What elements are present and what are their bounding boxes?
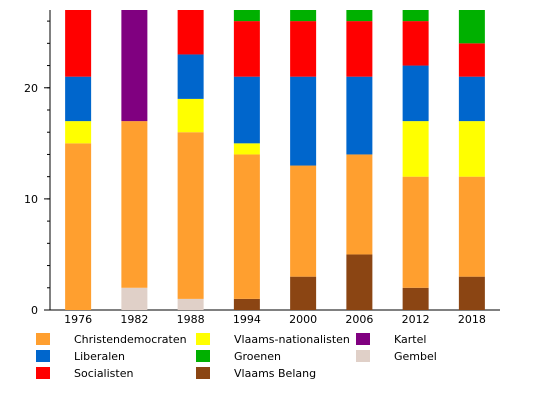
legend-label: Liberalen [74, 349, 125, 363]
bar-segment [121, 121, 148, 288]
chart-legend: Christendemocraten Liberalen Socialisten Vl… [36, 331, 536, 391]
bar-segment [458, 43, 485, 77]
bar-segment [233, 10, 260, 22]
bar-segment [402, 21, 429, 66]
x-tick-label: 2012 [402, 313, 430, 326]
bar-segment [458, 10, 485, 44]
bar-segment [177, 298, 204, 310]
bar-segment [65, 76, 92, 122]
bar-segment [458, 276, 485, 310]
x-tick-label: 1994 [233, 313, 261, 326]
bar-segment [233, 21, 260, 77]
legend-swatch [36, 350, 50, 362]
bar-segment [177, 54, 204, 99]
bar-segment [402, 10, 429, 22]
stacked-bar-chart: 0 10 20 1976 1982 1988 1994 2000 2006 2012 2018 [24, 10, 500, 326]
bar-segment [458, 76, 485, 122]
bar-segment [290, 21, 317, 77]
legend-swatch [196, 350, 210, 362]
legend-item: Gembel [356, 348, 437, 364]
bar-segment [402, 287, 429, 310]
x-tick-label: 2006 [345, 313, 373, 326]
bar-segment [402, 65, 429, 122]
y-tick-label: 20 [24, 82, 38, 95]
bar-segment [65, 143, 92, 310]
x-tick-label: 2018 [458, 313, 486, 326]
bar-segment [233, 143, 260, 155]
x-tick-label: 1988 [177, 313, 205, 326]
bar-segment [290, 10, 317, 22]
bar-segment [233, 298, 260, 310]
legend-item: Socialisten [36, 365, 133, 381]
legend-item: Liberalen [36, 348, 125, 364]
bar-segment [346, 10, 373, 22]
x-tick-label: 1982 [120, 313, 148, 326]
legend-item: Vlaams-nationalisten [196, 331, 350, 347]
legend-label: Gembel [394, 349, 437, 363]
legend-swatch [36, 367, 50, 379]
bar-segment [177, 10, 204, 55]
bar-segment [346, 254, 373, 310]
bar-segment [65, 10, 92, 77]
bar-segment [233, 76, 260, 144]
bar-segment [233, 154, 260, 299]
bar-segment [458, 121, 485, 177]
bar-segment [290, 165, 317, 277]
legend-label: Christendemocraten [74, 332, 187, 346]
bar-segment [290, 76, 317, 166]
bar-segment [402, 176, 429, 288]
legend-item: Kartel [356, 331, 426, 347]
bar-segment [121, 10, 148, 122]
y-tick-label: 0 [31, 304, 38, 317]
legend-label: Socialisten [74, 366, 134, 380]
bar-segment [346, 76, 373, 155]
y-tick-label: 10 [24, 193, 38, 206]
legend-swatch [36, 333, 50, 345]
legend-label: Groenen [234, 349, 282, 363]
legend-swatch [196, 367, 210, 379]
bar-segment [290, 276, 317, 310]
bar-segment [402, 121, 429, 177]
legend-item: Groenen [196, 348, 281, 364]
legend-item: Christendemocraten [36, 331, 187, 347]
bar-segment [65, 121, 92, 144]
legend-swatch [356, 350, 370, 362]
legend-label: Vlaams Belang [234, 366, 317, 380]
bar-segment [177, 132, 204, 299]
legend-item: Vlaams Belang [196, 365, 316, 381]
bar-segment [346, 154, 373, 255]
bar-segment [346, 21, 373, 77]
legend-label: Kartel [394, 332, 427, 346]
legend-swatch [196, 333, 210, 345]
x-tick-label: 2000 [289, 313, 317, 326]
bar-segment [121, 287, 148, 310]
bar-segment [177, 98, 204, 133]
legend-label: Vlaams-nationalisten [234, 332, 350, 346]
legend-swatch [356, 333, 370, 345]
x-tick-label: 1976 [64, 313, 92, 326]
bar-segment [458, 176, 485, 277]
